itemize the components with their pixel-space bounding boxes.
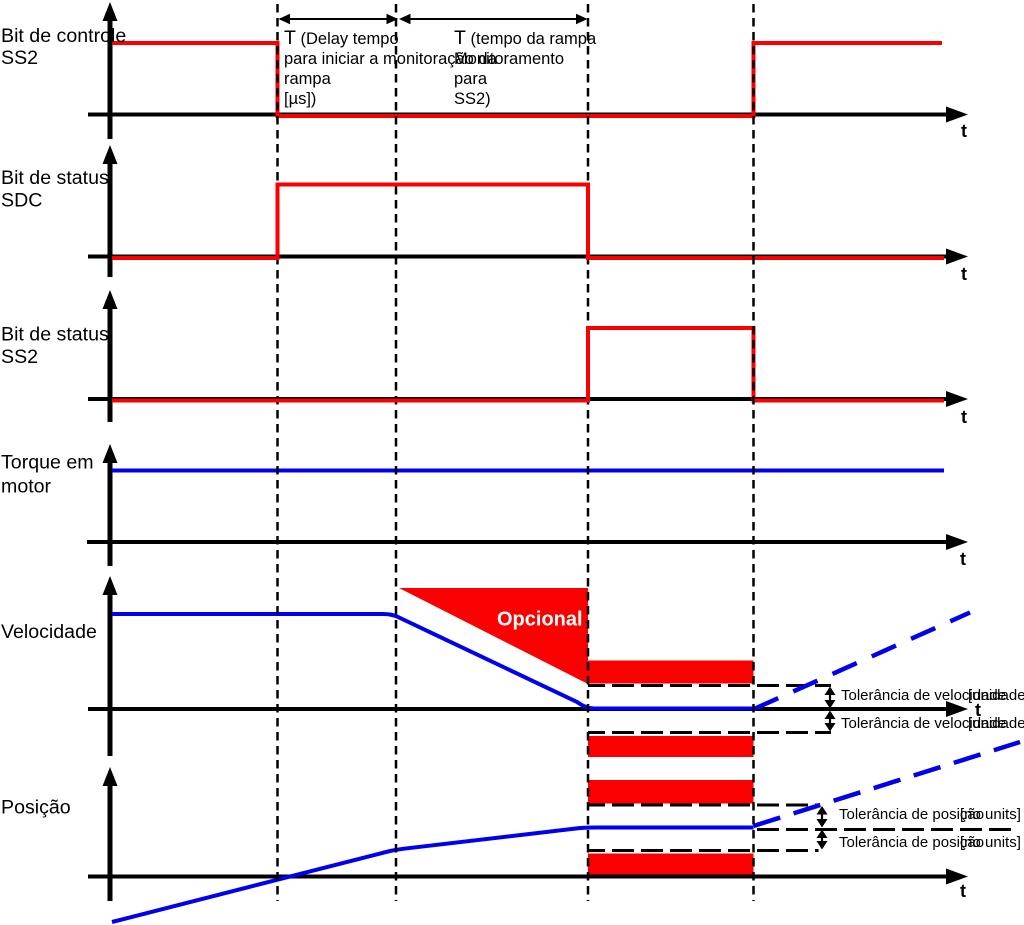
svg-text:t: t [975,700,981,720]
svg-text:Tolerância de velocidade: Tolerância de velocidade [841,715,1006,732]
svg-text:t: t [960,549,966,569]
svg-text:[no units]: [no units] [960,806,1021,823]
svg-text:Posição: Posição [1,797,71,819]
svg-text:[µs]): [µs]) [284,90,316,108]
svg-text:Torque em: Torque em [1,452,94,474]
svg-text:[no units]: [no units] [960,834,1021,851]
svg-text:motor: motor [1,476,52,498]
svg-text:Bit de controle: Bit de controle [1,25,126,47]
svg-text:rampa: rampa [284,70,332,88]
svg-text:SS2): SS2) [454,90,491,108]
svg-text:para: para [454,70,488,88]
svg-text:Bit de status: Bit de status [1,167,109,189]
svg-text:t: t [960,881,966,901]
svg-text:[unidade/s]: [unidade/s] [968,687,1024,704]
svg-text:t: t [961,121,967,141]
svg-text:SS2: SS2 [1,47,38,69]
svg-text:t: t [961,407,967,427]
svg-text:Tolerância de posição: Tolerância de posição [839,806,984,823]
svg-text:T (Delay tempo: T (Delay tempo [284,27,399,49]
svg-text:Bit de status: Bit de status [1,324,109,346]
svg-text:Tolerância de posição: Tolerância de posição [839,834,984,851]
svg-text:T (tempo da rampa: T (tempo da rampa [454,27,597,49]
svg-text:Tolerância de velocidade: Tolerância de velocidade [841,687,1006,704]
svg-text:SS2: SS2 [1,346,38,368]
svg-text:para iniciar a monitoração da: para iniciar a monitoração da [284,50,498,68]
svg-text:SDC: SDC [1,190,42,212]
svg-text:Velocidade: Velocidade [1,621,97,643]
svg-text:Monitoramento: Monitoramento [454,50,564,68]
svg-text:Opcional: Opcional [497,609,583,631]
svg-text:t: t [961,264,967,284]
svg-text:[unidade/s]: [unidade/s] [968,715,1024,732]
